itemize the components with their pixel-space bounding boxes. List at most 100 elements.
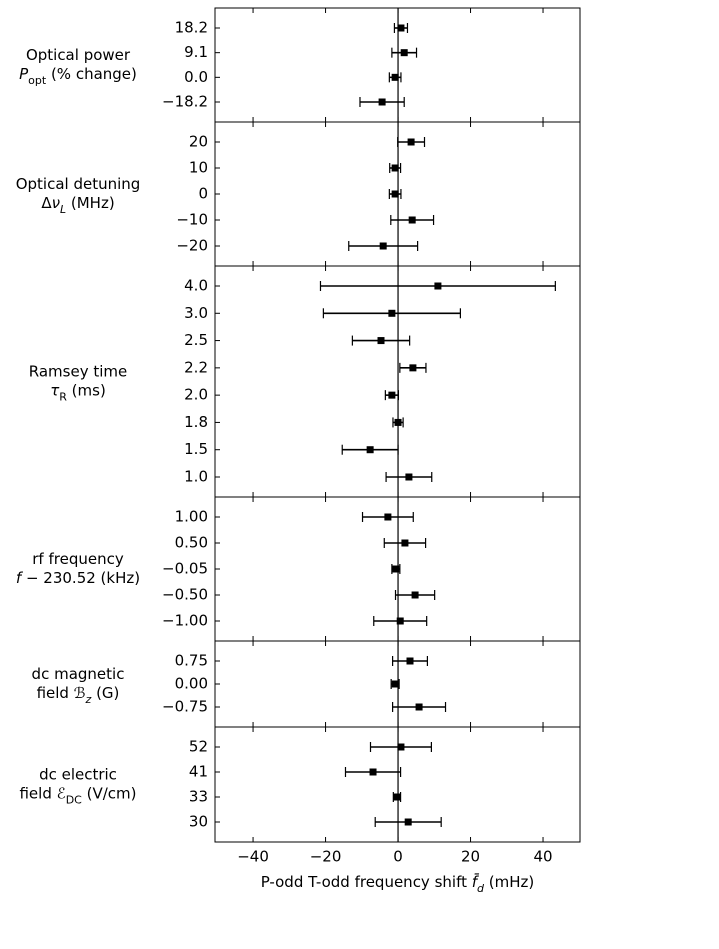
label-part: DC <box>66 793 82 806</box>
y-tick-label: 0 <box>198 185 208 203</box>
label-part: dc magnetic <box>32 665 125 683</box>
y-tick-label: 9.1 <box>184 43 208 61</box>
marker <box>378 98 386 106</box>
label-part: (% change) <box>46 65 137 83</box>
x-tick-label: 20 <box>461 848 480 866</box>
label-part: (G) <box>91 684 119 702</box>
y-tick-label: 10 <box>189 159 208 177</box>
marker <box>409 364 417 372</box>
label-part: − 230.52 (kHz) <box>21 569 140 587</box>
y-tick-label: 0.50 <box>175 534 208 552</box>
y-tick-label: 0.75 <box>175 652 208 670</box>
marker <box>397 743 405 751</box>
y-axis-label: rf frequency <box>32 550 124 568</box>
y-tick-label: 20 <box>189 133 208 151</box>
x-tick-label: 40 <box>533 848 552 866</box>
y-tick-label: −0.50 <box>162 586 208 604</box>
label-part: Δ <box>41 194 52 212</box>
y-tick-label: 30 <box>189 813 208 831</box>
marker <box>401 539 409 547</box>
x-tick-label: −20 <box>310 848 342 866</box>
panel-frame <box>214 726 581 843</box>
label-part: ν <box>52 194 60 212</box>
marker <box>391 680 399 688</box>
marker <box>406 657 414 665</box>
y-axis-label: Optical detuning <box>16 175 141 193</box>
y-tick-label: 0.0 <box>184 68 208 86</box>
y-tick-label: −0.75 <box>162 698 208 716</box>
y-tick-label: 41 <box>189 763 208 781</box>
label-part: (ms) <box>67 381 106 399</box>
y-tick-label: 33 <box>189 788 208 806</box>
y-tick-label: 1.8 <box>184 413 208 431</box>
marker <box>369 768 377 776</box>
y-axis-label: field ℰDC (V/cm) <box>19 784 136 806</box>
label-part: Optical power <box>26 46 131 64</box>
marker <box>404 818 412 826</box>
y-tick-label: 18.2 <box>175 19 208 37</box>
marker <box>397 24 405 32</box>
marker <box>396 617 404 625</box>
y-axis-label: Optical power <box>26 46 131 64</box>
y-tick-label: −1.00 <box>162 612 208 630</box>
y-tick-label: 2.0 <box>184 386 208 404</box>
marker <box>408 216 416 224</box>
marker <box>411 591 419 599</box>
y-tick-label: 1.0 <box>184 468 208 486</box>
y-tick-label: 0.00 <box>175 675 208 693</box>
y-tick-label: 1.00 <box>175 508 208 526</box>
y-axis-label: Ramsey time <box>29 362 127 380</box>
marker <box>415 703 423 711</box>
y-tick-label: 3.0 <box>184 304 208 322</box>
label-part: f̄ <box>472 872 480 891</box>
label-part: field <box>19 784 56 802</box>
label-part: L <box>60 203 66 216</box>
marker <box>394 418 402 426</box>
marker <box>391 190 399 198</box>
marker <box>366 446 374 454</box>
marker <box>393 793 401 801</box>
label-part: z <box>85 693 92 706</box>
x-tick-label: 0 <box>393 848 403 866</box>
y-axis-label: Popt (% change) <box>19 65 137 87</box>
label-part: Optical detuning <box>16 175 141 193</box>
y-tick-label: 2.5 <box>184 331 208 349</box>
marker <box>388 391 396 399</box>
y-axis-label: τR (ms) <box>50 381 106 403</box>
label-part: field <box>37 684 74 702</box>
y-tick-label: 52 <box>189 738 208 756</box>
label-part: Ramsey time <box>29 362 127 380</box>
label-part: dc electric <box>39 765 117 783</box>
label-part: rf frequency <box>32 550 124 568</box>
marker <box>400 49 408 57</box>
label-part: (MHz) <box>66 194 115 212</box>
y-tick-label: 4.0 <box>184 277 208 295</box>
x-axis-label: P-odd T-odd frequency shift f̄d (mHz) <box>261 872 535 895</box>
label-part: P <box>19 65 29 83</box>
marker <box>391 164 399 172</box>
label-part: P-odd T-odd frequency shift <box>261 873 472 891</box>
y-axis-label: dc magnetic <box>32 665 125 683</box>
marker <box>391 73 399 81</box>
label-part: τ <box>50 381 60 399</box>
label-part: ℰ <box>57 784 66 802</box>
label-part: opt <box>28 74 47 87</box>
y-axis-label: field ℬz (G) <box>37 684 120 706</box>
y-tick-label: 1.5 <box>184 440 208 458</box>
y-axis-label: f − 230.52 (kHz) <box>16 569 140 587</box>
label-part: f <box>16 569 24 587</box>
y-axis-label: dc electric <box>39 765 117 783</box>
marker <box>405 473 413 481</box>
label-part: ℬ <box>74 684 86 702</box>
y-tick-label: 2.2 <box>184 358 208 376</box>
label-part: d <box>477 882 485 895</box>
marker <box>384 513 392 521</box>
label-part: R <box>59 390 67 403</box>
marker <box>407 138 415 146</box>
marker <box>388 309 396 317</box>
y-tick-label: −10 <box>176 211 208 229</box>
marker <box>434 282 442 290</box>
label-part: (V/cm) <box>82 784 137 802</box>
marker <box>392 565 400 573</box>
